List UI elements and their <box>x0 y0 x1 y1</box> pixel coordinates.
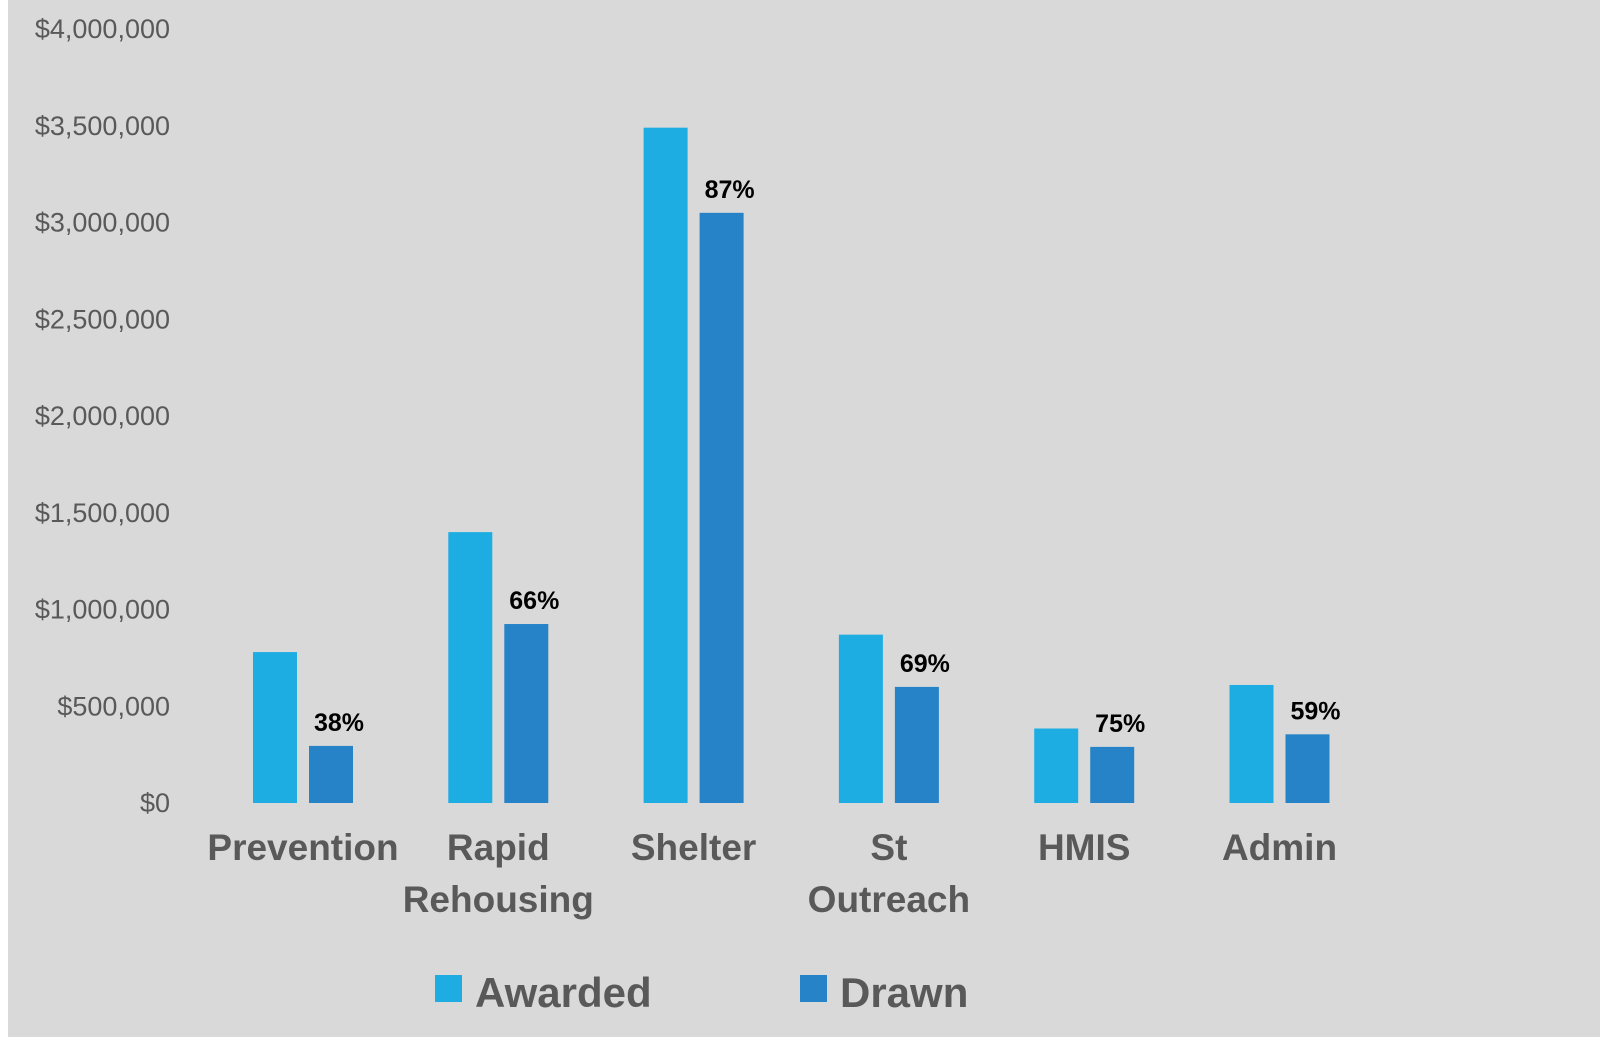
y-tick-label: $1,000,000 <box>35 595 170 625</box>
bar-drawn[interactable] <box>894 686 939 803</box>
legend-label-drawn: Drawn <box>840 969 968 1016</box>
legend-swatch-awarded <box>435 975 462 1002</box>
category-label: HMIS <box>1038 827 1131 868</box>
bar-awarded[interactable] <box>1229 684 1274 803</box>
data-label: 75% <box>1095 710 1145 738</box>
y-tick-label: $4,000,000 <box>35 14 170 44</box>
category-label: St <box>870 827 907 868</box>
bar-awarded[interactable] <box>1034 728 1079 803</box>
y-tick-label: $1,500,000 <box>35 498 170 528</box>
category-label: Rehousing <box>403 879 594 920</box>
bar-awarded[interactable] <box>838 634 883 803</box>
category-label: Prevention <box>207 827 398 868</box>
y-tick-label: $2,000,000 <box>35 401 170 431</box>
data-label: 87% <box>705 176 755 204</box>
bar-drawn[interactable] <box>309 745 353 803</box>
y-tick-label: $3,500,000 <box>35 111 170 141</box>
data-label: 69% <box>900 650 950 678</box>
legend-label-awarded: Awarded <box>475 969 652 1016</box>
y-tick-label: $2,500,000 <box>35 304 170 334</box>
data-label: 66% <box>509 587 559 615</box>
category-label: Outreach <box>808 879 970 920</box>
bar-drawn[interactable] <box>504 624 549 803</box>
bar-drawn[interactable] <box>1090 746 1135 803</box>
chart-background <box>8 0 1600 1037</box>
bar-awarded[interactable] <box>448 532 493 803</box>
category-label: Rapid <box>447 827 550 868</box>
data-label: 38% <box>314 709 364 737</box>
bar-awarded[interactable] <box>643 127 688 803</box>
y-tick-label: $0 <box>140 788 170 818</box>
y-tick-label: $3,000,000 <box>35 208 170 238</box>
category-label: Shelter <box>631 827 756 868</box>
bar-drawn[interactable] <box>1285 734 1330 803</box>
y-tick-label: $500,000 <box>57 691 170 721</box>
bar-awarded[interactable] <box>253 652 297 803</box>
bar-drawn[interactable] <box>699 212 744 803</box>
legend-swatch-drawn <box>800 975 827 1002</box>
category-label: Admin <box>1222 827 1337 868</box>
data-label: 59% <box>1290 697 1340 725</box>
